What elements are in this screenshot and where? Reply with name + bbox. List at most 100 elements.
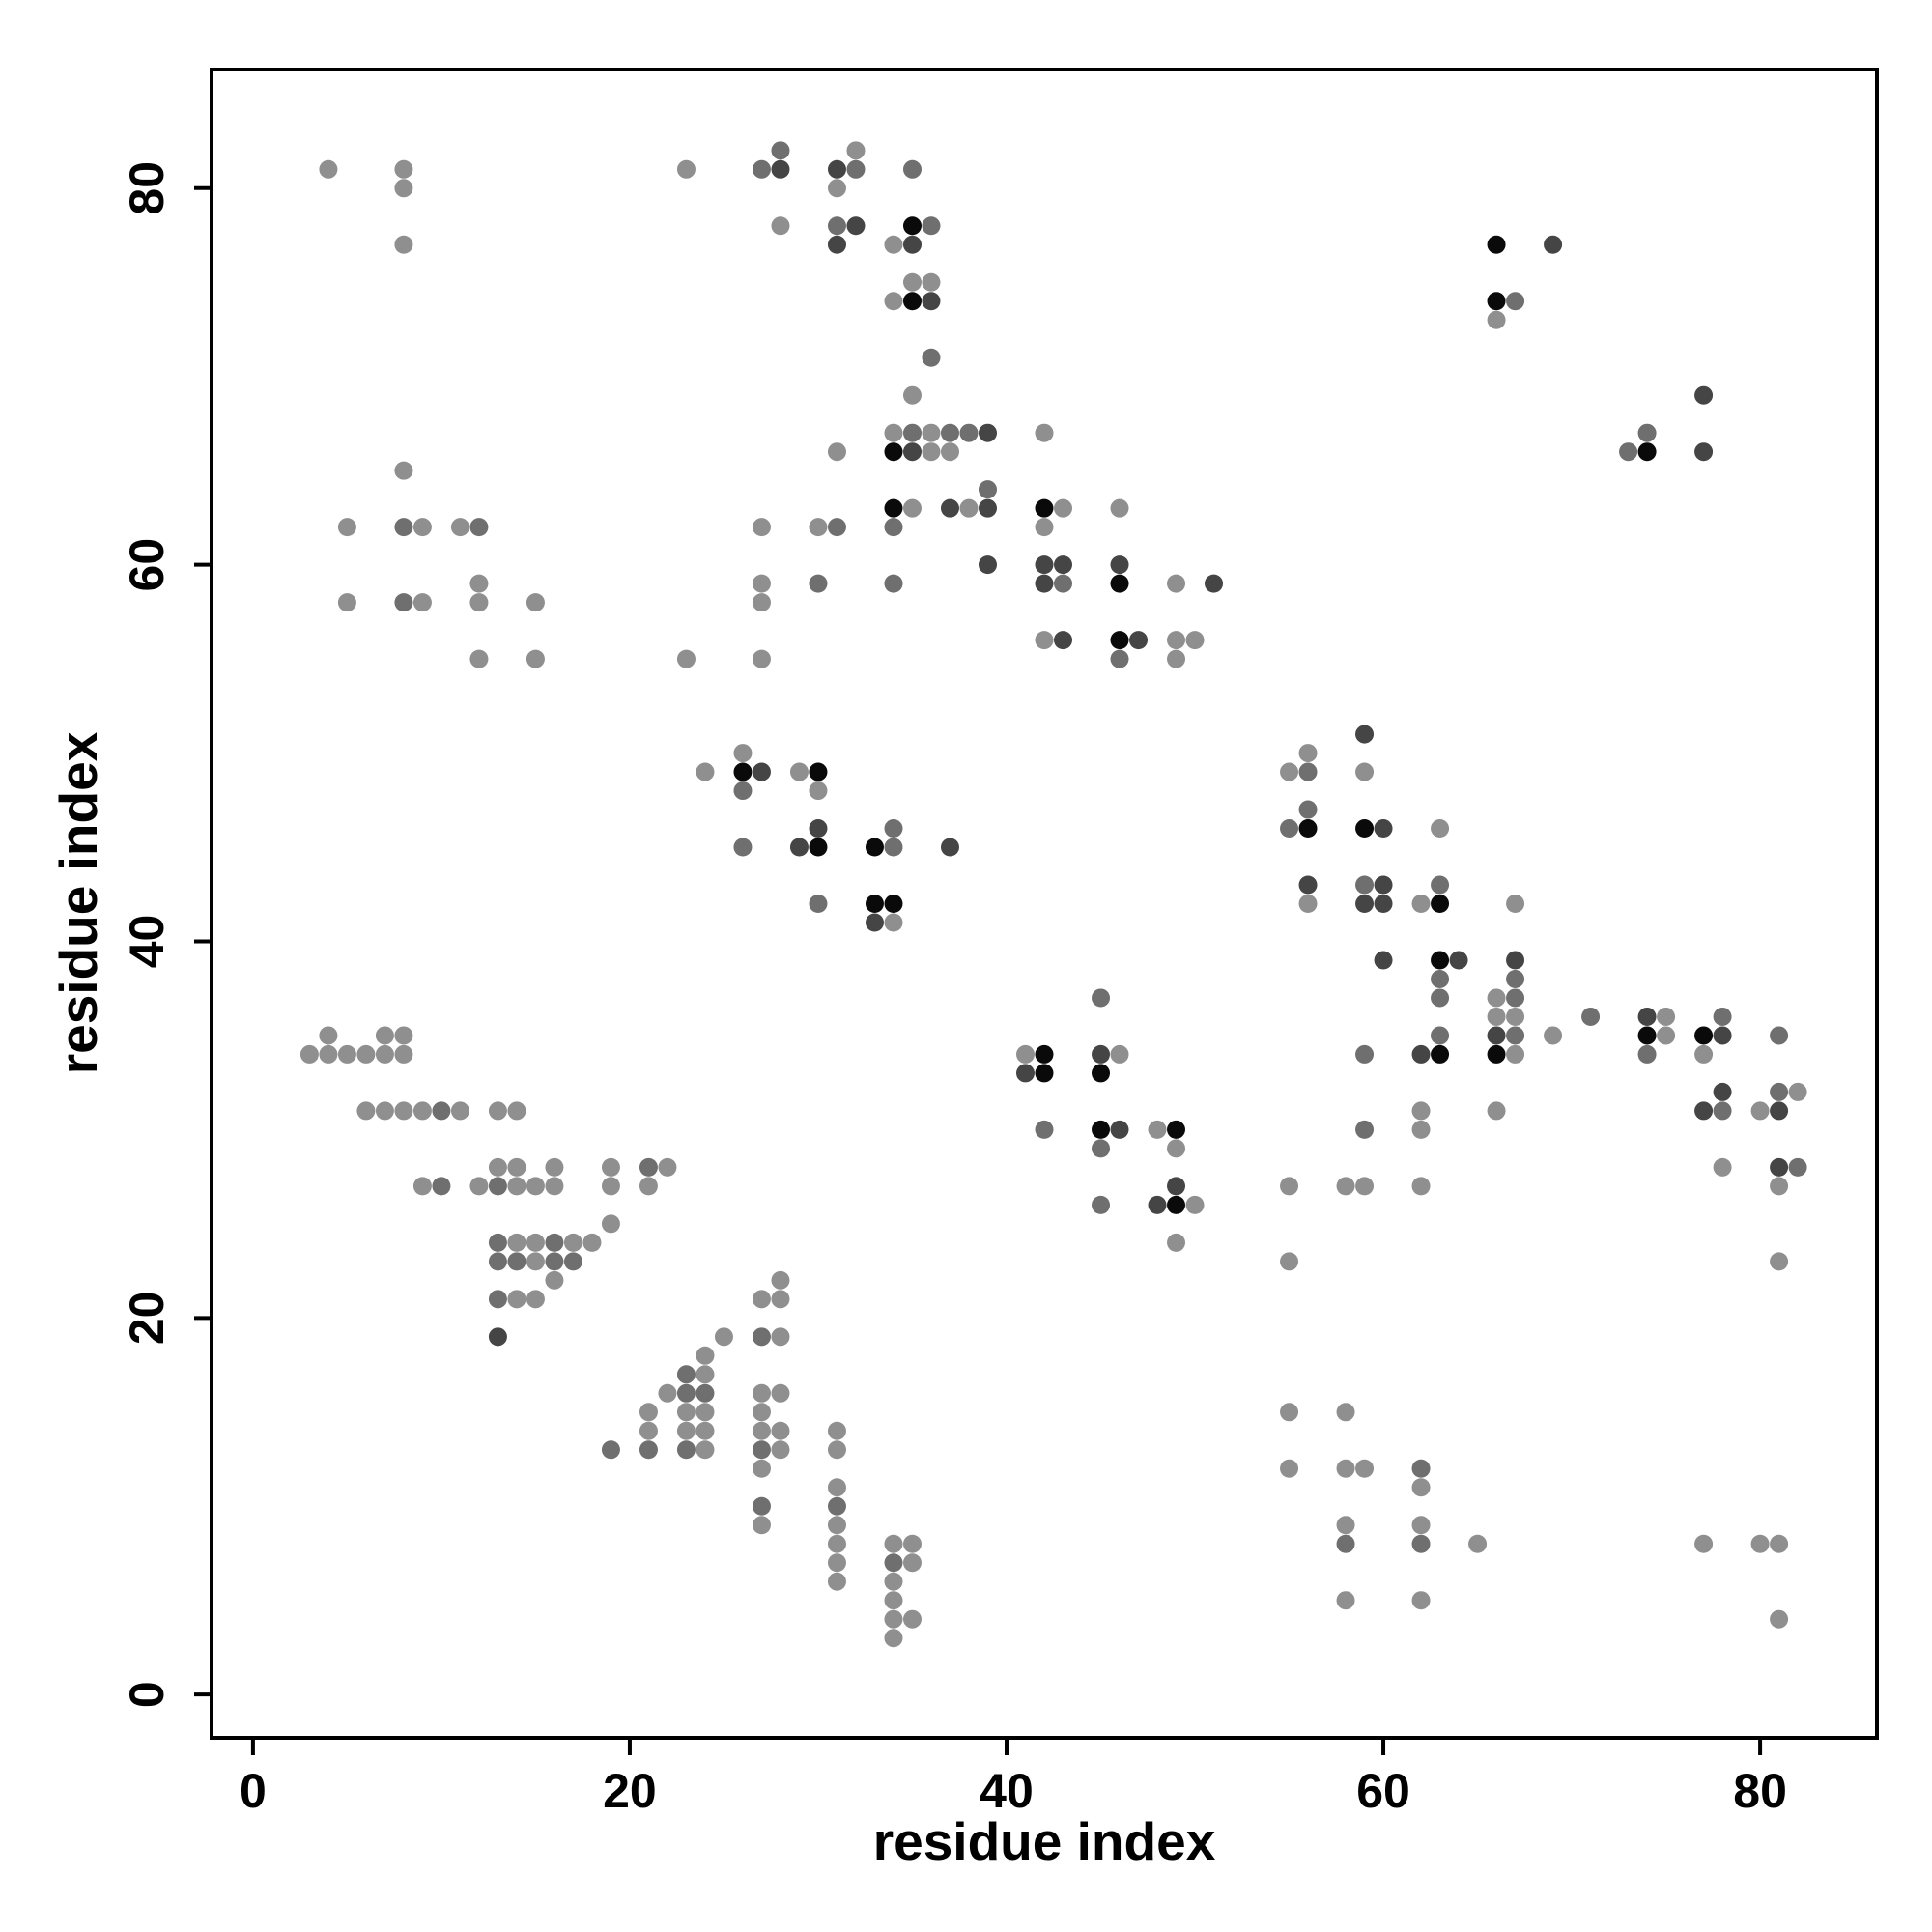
data-point: [1544, 1026, 1563, 1045]
data-point: [1355, 1120, 1375, 1139]
data-point: [639, 1421, 658, 1440]
data-point: [1298, 875, 1318, 895]
data-point: [1750, 1101, 1770, 1121]
data-point: [1110, 1120, 1129, 1139]
data-point: [1411, 1101, 1431, 1121]
data-point: [394, 1044, 413, 1064]
data-point: [1411, 1177, 1431, 1196]
data-point: [827, 1534, 846, 1553]
data-point: [545, 1252, 564, 1271]
data-point: [1374, 895, 1393, 913]
data-point: [394, 1026, 413, 1045]
data-point: [1185, 631, 1205, 650]
data-point: [1280, 1459, 1299, 1478]
data-point: [1110, 631, 1129, 650]
data-point: [714, 1327, 733, 1347]
data-point: [940, 498, 959, 518]
data-point: [1713, 1082, 1732, 1101]
data-point: [488, 1290, 507, 1309]
data-point: [771, 159, 790, 179]
data-point: [865, 895, 884, 913]
data-point: [1336, 1177, 1355, 1196]
data-point: [884, 1553, 903, 1573]
data-point: [902, 292, 922, 311]
data-point: [1713, 1007, 1732, 1026]
data-point: [319, 1044, 338, 1064]
data-point: [1092, 1064, 1111, 1083]
data-point: [488, 1233, 507, 1252]
data-point: [1035, 1064, 1054, 1083]
data-point: [375, 1026, 394, 1045]
x-axis: 0 20 40 60 80: [240, 1738, 1787, 1818]
data-point: [902, 235, 922, 254]
data-point: [771, 1327, 790, 1347]
data-point: [1035, 1044, 1054, 1064]
data-point: [752, 1403, 771, 1422]
data-point: [1015, 1064, 1035, 1083]
data-point: [545, 1157, 564, 1177]
data-point: [771, 1440, 790, 1460]
data-point: [696, 1421, 715, 1440]
data-point: [1035, 518, 1054, 537]
data-point: [884, 292, 903, 311]
data-point: [922, 216, 941, 236]
data-point: [752, 1421, 771, 1440]
data-point: [1280, 1177, 1299, 1196]
data-point: [337, 1044, 356, 1064]
data-point: [1110, 555, 1129, 575]
data-point: [884, 895, 903, 913]
data-point: [752, 593, 771, 612]
data-point: [639, 1440, 658, 1460]
data-point: [846, 159, 866, 179]
data-point: [959, 498, 979, 518]
data-point: [1054, 631, 1073, 650]
data-point: [884, 518, 903, 537]
data-point: [940, 423, 959, 442]
data-point: [375, 1044, 394, 1064]
data-point: [526, 649, 545, 668]
data-point: [827, 1478, 846, 1497]
data-point: [1110, 1044, 1129, 1064]
data-point: [1431, 1026, 1450, 1045]
data-point: [488, 1101, 507, 1121]
data-point: [1355, 762, 1375, 781]
data-point: [488, 1157, 507, 1177]
data-point: [1355, 724, 1375, 744]
data-point: [394, 235, 413, 254]
data-point: [1770, 1101, 1789, 1121]
data-point: [488, 1327, 507, 1347]
data-point: [1298, 744, 1318, 763]
data-point: [601, 1214, 620, 1234]
data-point: [601, 1177, 620, 1196]
data-point: [978, 555, 997, 575]
data-point: [865, 913, 884, 932]
data-point: [1431, 969, 1450, 988]
data-point: [1167, 649, 1186, 668]
data-point: [902, 159, 922, 179]
data-point: [902, 272, 922, 292]
data-point: [1788, 1157, 1807, 1177]
data-point: [1431, 988, 1450, 1008]
data-point: [884, 1609, 903, 1629]
data-point: [1431, 1044, 1450, 1064]
data-point: [1713, 1026, 1732, 1045]
data-point: [884, 442, 903, 462]
data-point: [1637, 442, 1657, 462]
data-point: [771, 1421, 790, 1440]
data-point: [1205, 574, 1224, 593]
data-point: [752, 762, 771, 781]
data-point: [1770, 1026, 1789, 1045]
data-point: [1431, 819, 1450, 838]
data-point: [469, 649, 489, 668]
data-point: [1431, 875, 1450, 895]
data-point: [412, 518, 432, 537]
data-point: [1487, 988, 1506, 1008]
y-tick-label: 20: [120, 1292, 174, 1346]
data-point: [884, 838, 903, 857]
data-point: [1487, 1007, 1506, 1026]
data-point: [507, 1101, 526, 1121]
data-point: [1468, 1534, 1488, 1553]
data-point: [978, 498, 997, 518]
data-point: [1110, 574, 1129, 593]
